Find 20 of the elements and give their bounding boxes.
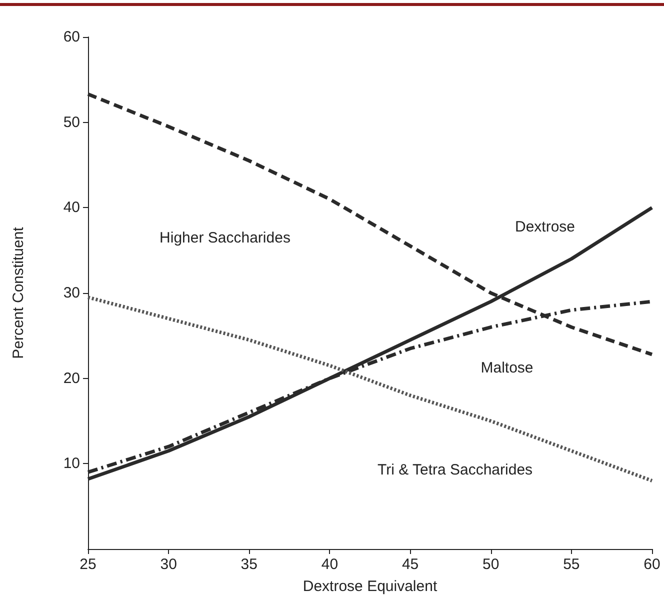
x-tick-label: 50 — [482, 556, 500, 573]
annotation: Tri & Tetra Saccharides — [377, 462, 533, 478]
annotation: Higher Saccharides — [160, 230, 290, 246]
y-tick-label: 10 — [63, 455, 80, 472]
x-tick-label: 60 — [644, 556, 660, 573]
y-tick-label: 40 — [63, 199, 80, 216]
x-tick-label: 25 — [80, 556, 96, 573]
y-tick-label: 50 — [63, 114, 80, 131]
x-tick-label: 30 — [160, 556, 177, 573]
annotation: Dextrose — [514, 218, 576, 236]
x-tick-label: 55 — [563, 556, 580, 573]
x-axis-title: Dextrose Equivalent — [302, 578, 438, 595]
x-tick-label: 35 — [240, 556, 258, 573]
y-tick-label: 60 — [63, 28, 80, 46]
y-tick-label: 20 — [63, 370, 80, 387]
x-tick-label: 40 — [321, 556, 338, 573]
y-tick-label: 30 — [63, 284, 80, 302]
y-axis-title: Percent Constituent — [10, 226, 27, 359]
x-tick-label: 45 — [402, 556, 419, 573]
annotation: Maltose — [480, 360, 534, 376]
